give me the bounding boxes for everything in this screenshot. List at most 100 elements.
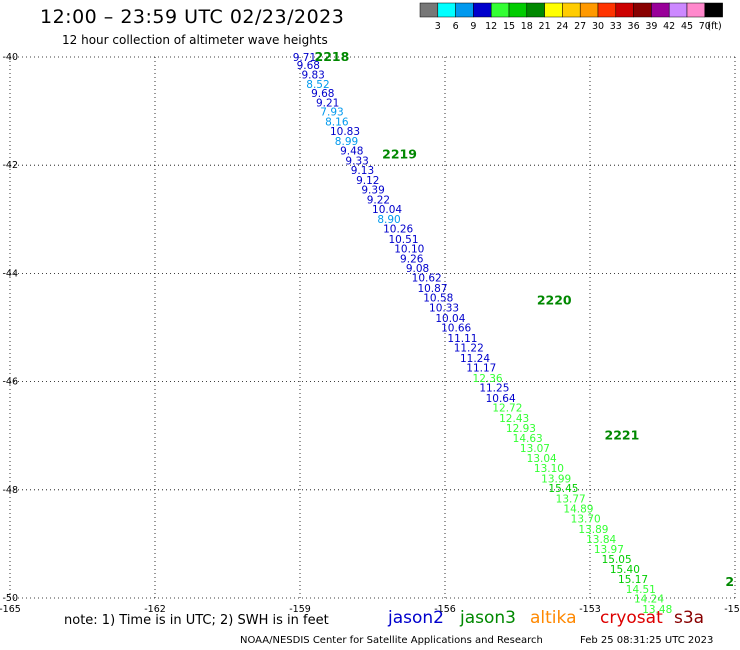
swh-value: 13.48 [642,604,672,616]
footnote: note: 1) Time is in UTC; 2) SWH is in fe… [64,613,329,628]
y-tick-label: -42 [2,160,18,171]
time-label: 2 [725,574,734,589]
swh-value: 13.77 [556,493,586,505]
color-scale-label: 30 [592,21,604,32]
swh-value: 13.84 [586,534,616,546]
swh-value: 10.04 [372,204,402,216]
legend-cryosat: cryosat [600,608,663,628]
legend-altika: altika [530,608,577,628]
swh-value: 12.72 [492,403,522,415]
swh-value: 13.10 [534,463,564,475]
grid [9,56,736,599]
color-scale-label: 24 [556,21,568,32]
swh-value: 11.11 [447,333,477,345]
swh-value: 10.51 [388,234,418,246]
swh-value: 11.22 [454,343,484,355]
swh-value: 9.33 [345,155,368,167]
swh-value: 13.07 [520,443,550,455]
color-scale-unit: (ft) [707,21,721,32]
time-label: 2219 [382,146,417,161]
color-scale-label: 45 [681,21,693,32]
swh-value: 15.05 [602,554,632,566]
credit-line: NOAA/NESDIS Center for Satellite Applica… [240,635,543,646]
swh-value: 8.99 [335,136,358,148]
swh-value: 10.64 [486,393,516,405]
time-label: 2218 [315,49,350,64]
series-jason3: 9.719.689.838.529.689.217.938.1610.838.9… [293,52,673,616]
swh-value: 9.26 [400,253,424,265]
swh-value: 14.51 [626,584,656,596]
color-scale-label: 70 [699,21,711,32]
swh-value: 12.43 [499,413,529,425]
swh-value: 9.68 [311,88,334,100]
swh-value: 9.12 [356,175,379,187]
color-scale-legend: 3 6 9 12 15 18 21 24 27 30 33 36 39 42 45 70(ft) [419,2,723,32]
color-scale-label: 21 [539,21,551,32]
swh-value: 8.16 [325,116,349,128]
swh-value: 10.04 [435,313,465,325]
page-subtitle: 12 hour collection of altimeter wave hei… [62,33,328,47]
color-scale-label: 27 [574,21,586,32]
x-tick-label: -159 [289,604,311,615]
color-scale-label: 36 [628,21,640,32]
x-tick-label: -156 [434,604,456,615]
swh-value: 8.52 [306,79,329,91]
x-tick-label: -165 [0,604,21,615]
swh-value: 13.04 [527,453,557,465]
swh-value: 9.22 [367,194,390,206]
swh-value: 9.71 [293,52,316,64]
x-tick-label: -150 [724,604,740,615]
color-scale-label: 42 [663,21,675,32]
x-tick-label: -153 [579,604,601,615]
y-tick-label: -40 [2,52,18,63]
swh-value: 13.97 [594,544,624,556]
time-label: 2221 [605,428,640,443]
swh-value: 9.21 [316,97,339,109]
swh-value: 10.58 [423,293,453,305]
swh-value: 14.89 [563,504,593,516]
color-scale-label: 33 [610,21,622,32]
swh-value: 9.83 [301,69,324,81]
y-tick-label: -44 [2,268,18,279]
swh-value: 10.33 [429,302,459,314]
y-tick-label: -48 [2,485,18,496]
legend-jason3: jason3 [460,608,516,628]
color-scale-label: 15 [503,21,515,32]
y-tick-label: -46 [2,377,18,388]
swh-value: 10.26 [383,223,413,235]
swh-value: 7.93 [320,107,343,119]
page-title: 12:00 – 23:59 UTC 02/23/2023 [40,6,345,28]
y-tick-label: -50 [2,593,18,604]
swh-value: 14.24 [634,594,664,606]
legend-s3a: s3a [674,608,705,628]
swh-value: 13.99 [541,473,571,485]
swh-value: 9.68 [297,60,320,72]
color-scale-label: 6 [453,21,459,32]
swh-value: 10.62 [412,273,442,285]
swh-value: 9.13 [351,165,374,177]
color-scale-label: 18 [521,21,533,32]
swh-value: 11.25 [479,383,509,395]
swh-value: 9.48 [340,146,363,158]
swh-value: 12.36 [473,373,503,385]
x-tick-label: -162 [144,604,166,615]
color-swatch [704,2,723,18]
legend-jason2: jason2 [388,608,444,628]
swh-value: 15.45 [548,483,578,495]
swh-value: 15.17 [618,574,648,586]
swh-value: 13.70 [571,513,601,525]
swh-value: 11.24 [460,353,490,365]
swh-value: 10.66 [441,323,471,335]
credit-date: Feb 25 08:31:25 UTC 2023 [580,635,714,646]
color-scale-label: 3 [435,21,441,32]
swh-value: 12.93 [506,423,536,435]
color-scale-label: 39 [645,21,657,32]
swh-value: 9.08 [406,263,429,275]
swh-value: 15.40 [610,564,640,576]
swh-value: 14.63 [513,433,543,445]
swh-value: 8.90 [377,214,400,226]
swh-value: 13.89 [578,524,608,536]
color-scale-label: 12 [485,21,497,32]
